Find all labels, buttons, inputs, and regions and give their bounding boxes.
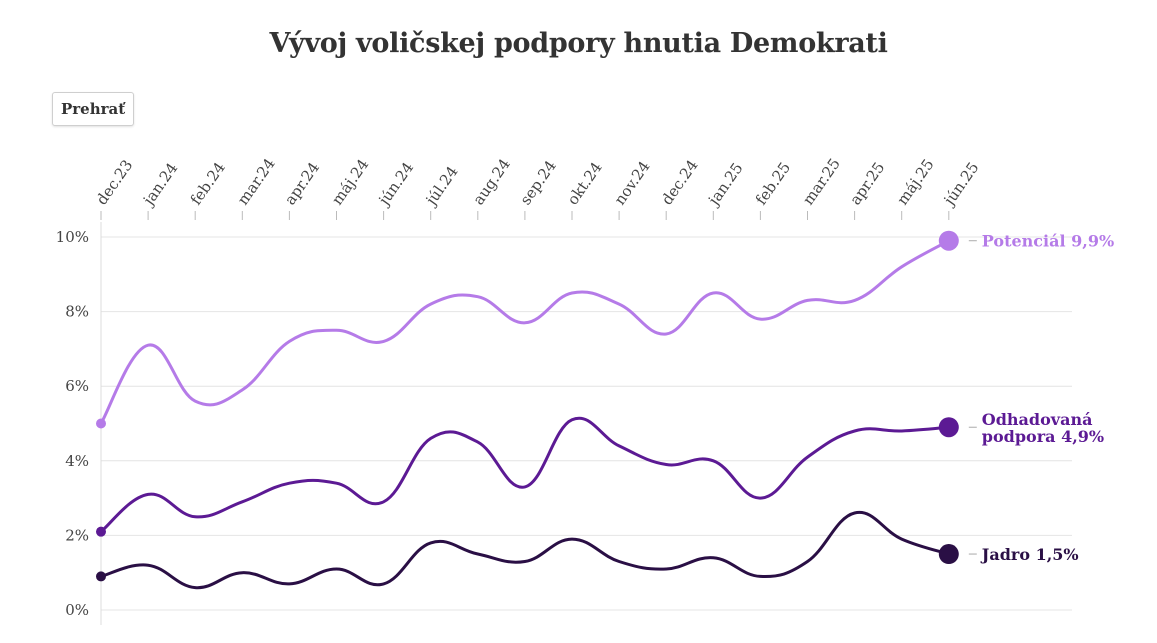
series-end-point-potencial[interactable] [938,230,959,251]
end-label-potencial: Potenciál 9,9% [982,232,1114,251]
y-tick-label: 0% [65,601,89,619]
x-axis-ticks: dec.23 jan.24 feb.24 mar.24 apr.24 máj.24 jún.… [93,155,983,220]
x-tick-label: apr.25 [846,159,888,209]
x-tick-label: jún.25 [939,159,982,210]
play-button[interactable]: Prehrať [52,92,135,126]
x-tick-label: jún.24 [374,159,417,210]
x-tick-label: mar.25 [799,155,844,208]
y-tick-label: 8% [65,303,89,321]
series-line-jadro [99,510,951,590]
end-label-line: Potenciál 9,9% [982,232,1114,251]
y-axis-ticks: 0% 2% 4% 6% 8% 10% [56,228,89,619]
series-line-potencial [99,239,951,425]
series-end-point-jadro[interactable] [938,544,959,565]
x-tick-label: júl.24 [421,163,462,210]
series-start-point-jadro [96,571,106,582]
series-end-point-odhadovana[interactable] [938,417,959,438]
x-tick-label: mar.24 [234,155,279,208]
end-label-line: Jadro 1,5% [980,545,1079,564]
x-tick-label: dec.24 [658,156,702,208]
series-start-point-odhadovana [96,526,106,537]
series-line-odhadovana [99,416,951,534]
y-tick-label: 6% [65,377,89,395]
y-tick-label: 10% [56,228,89,246]
x-tick-label: okt.24 [564,159,606,209]
y-tick-label: 2% [65,526,89,544]
x-tick-label: dec.23 [93,156,137,208]
grid [101,236,1072,611]
chart-title: Vývoj voličskej podpory hnutia Demokrati [269,28,888,59]
end-label-odhadovana: Odhadovaná podpora 4,9% [982,410,1104,446]
x-tick-label: feb.24 [187,159,229,209]
x-tick-label: nov.24 [611,158,654,209]
end-label-jadro: Jadro 1,5% [980,545,1079,564]
x-tick-label: apr.24 [281,159,323,209]
x-tick-label: sep.24 [516,157,559,208]
x-tick-label: jan.25 [704,159,747,210]
x-tick-label: jan.24 [138,159,181,210]
series-start-point-potencial [96,418,106,429]
series-lines [96,230,959,590]
end-label-line: Odhadovaná [982,410,1093,429]
x-tick-label: máj.24 [328,156,372,209]
end-labels: Potenciál 9,9% Odhadovaná podpora 4,9% Jadr… [968,232,1114,564]
x-tick-label: máj.25 [893,156,937,209]
x-tick-label: aug.24 [469,155,514,208]
x-tick-label: feb.25 [752,159,794,209]
end-label-line: podpora 4,9% [982,427,1104,446]
y-tick-label: 4% [65,452,89,470]
